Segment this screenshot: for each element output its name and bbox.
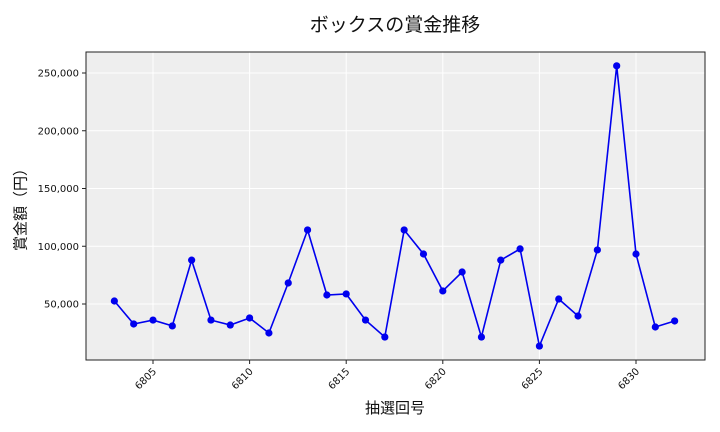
data-point-marker <box>246 314 254 322</box>
data-point-marker <box>381 333 389 341</box>
plot-frame <box>85 51 706 361</box>
y-tick-label: 200,000 <box>38 126 79 137</box>
data-point-marker <box>516 245 524 253</box>
data-point-marker <box>671 317 679 325</box>
x-tick-label: 6830 <box>616 366 642 392</box>
data-point-marker <box>651 323 659 331</box>
chart-title: ボックスの賞金推移 <box>309 14 481 36</box>
data-line <box>113 65 675 349</box>
grid-lines <box>86 52 705 360</box>
y-axis-ticks: 50,000 100,000 150,000 200,000 250,000 <box>38 69 86 311</box>
data-point-marker <box>497 256 505 264</box>
data-point-marker <box>323 291 331 299</box>
y-tick-label: 100,000 <box>38 242 79 253</box>
y-tick-label: 50,000 <box>44 300 79 311</box>
x-tick-label: 6805 <box>133 366 159 392</box>
x-axis-label: 抽選回号 <box>364 399 425 417</box>
data-point-marker <box>149 316 157 324</box>
data-point-marker <box>361 316 370 324</box>
data-point-marker <box>613 62 621 70</box>
data-point-marker <box>555 295 563 303</box>
data-point-marker <box>207 316 215 324</box>
data-point-marker <box>419 250 428 258</box>
data-point-marker <box>400 226 408 234</box>
data-points <box>110 62 679 350</box>
data-point-marker <box>265 329 273 337</box>
data-point-marker <box>168 322 176 330</box>
data-point-marker <box>593 246 601 254</box>
data-point-marker <box>574 312 582 320</box>
data-point-marker <box>284 279 292 287</box>
data-point-marker <box>439 287 447 295</box>
data-point-marker <box>303 226 312 234</box>
x-axis-ticks: 6805 6810 6815 6820 6825 6830 <box>133 360 642 392</box>
plot-area <box>86 52 705 360</box>
data-point-marker <box>342 290 350 298</box>
x-tick-label: 6815 <box>327 366 353 392</box>
y-tick-label: 150,000 <box>38 184 79 195</box>
data-point-marker <box>535 342 544 350</box>
data-point-marker <box>458 268 466 276</box>
y-tick-label: 250,000 <box>38 69 79 80</box>
data-point-marker <box>110 297 118 305</box>
data-point-marker <box>226 321 234 329</box>
data-point-marker <box>130 320 138 328</box>
data-point-marker <box>188 256 196 264</box>
x-tick-label: 6810 <box>230 366 256 392</box>
data-point-marker <box>632 250 640 258</box>
data-point-marker <box>477 333 486 341</box>
x-tick-label: 6825 <box>520 366 546 392</box>
x-tick-label: 6820 <box>423 366 449 392</box>
